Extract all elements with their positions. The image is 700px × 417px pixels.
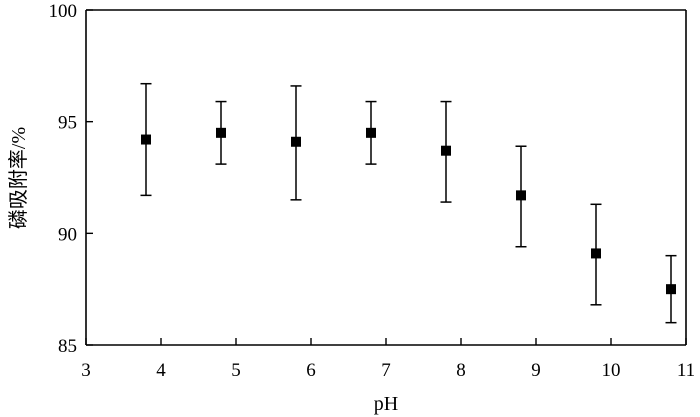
- y-tick-label-0: 85: [58, 336, 77, 357]
- y-tick-label-1: 90: [58, 224, 77, 245]
- x-tick-label-3: 6: [306, 360, 316, 381]
- data-point-7: [666, 284, 676, 295]
- x-axis-label: pH: [374, 393, 398, 415]
- data-point-1: [216, 127, 226, 138]
- data-marks: [140, 82, 677, 324]
- data-point-3: [366, 127, 376, 138]
- y-axis-label: 磷吸附率/%: [7, 127, 30, 229]
- data-point-0: [141, 134, 151, 145]
- x-tick-label-0: 3: [81, 360, 91, 381]
- x-axis-ticks: 3 4 5 6 7 8 9 10 11: [81, 338, 695, 381]
- x-tick-label-1: 4: [156, 360, 166, 381]
- plot-frame: [85, 9, 687, 346]
- data-point-5: [516, 190, 526, 201]
- x-tick-label-6: 9: [531, 360, 541, 381]
- x-tick-label-5: 8: [456, 360, 466, 381]
- y-tick-label-2: 95: [58, 113, 77, 134]
- x-tick-label-8: 11: [677, 360, 695, 381]
- data-point-4: [441, 145, 451, 156]
- data-point-2: [291, 136, 301, 147]
- y-tick-label-3: 100: [49, 1, 78, 22]
- data-point-6: [591, 248, 601, 259]
- x-tick-label-7: 10: [602, 360, 621, 381]
- x-tick-label-2: 5: [231, 360, 241, 381]
- x-tick-label-4: 7: [381, 360, 391, 381]
- y-axis-ticks: 85 90 95 100: [49, 1, 93, 357]
